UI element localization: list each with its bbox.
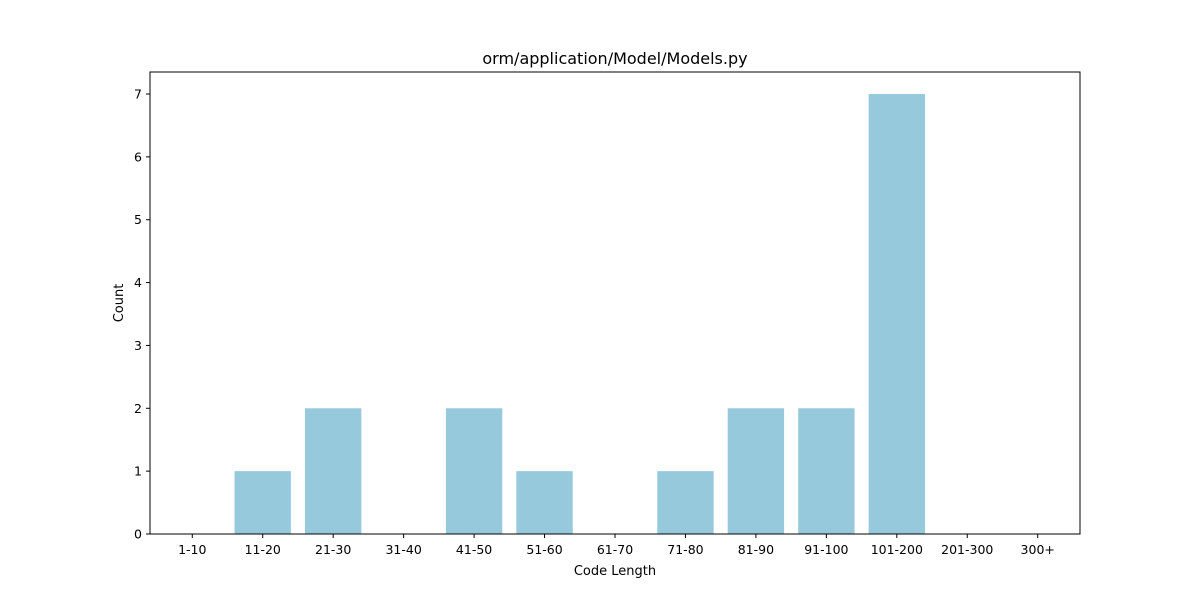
x-tick-label: 1-10 [178,542,206,557]
x-tick-label: 11-20 [245,542,281,557]
y-axis-ticks: 0 1 2 3 4 5 6 7 [134,87,150,542]
y-tick-label: 3 [134,338,142,353]
bars-layer [234,94,925,534]
x-tick-label: 101-200 [871,542,923,557]
bar-51-60 [516,471,573,534]
x-tick-label: 201-300 [941,542,993,557]
x-tick-label: 21-30 [315,542,351,557]
y-tick-label: 7 [134,87,142,102]
y-tick-label: 6 [134,149,142,164]
plot-frame [149,71,1081,535]
bar-91-100 [798,408,855,534]
x-tick-label: 61-70 [597,542,633,557]
y-tick-label: 2 [134,401,142,416]
bar-11-20 [234,471,291,534]
x-tick-label: 51-60 [526,542,562,557]
y-tick-label: 5 [134,212,142,227]
bar-41-50 [445,408,503,534]
x-tick-label: 71-80 [667,542,703,557]
x-tick-label: 81-90 [738,542,774,557]
x-axis-label: Code Length [574,564,656,579]
x-axis-ticks: 1-10 11-20 21-30 31-40 41-50 51-60 61-70 71-80 8… [178,534,1055,557]
y-tick-label: 0 [134,527,142,542]
x-tick-label: 91-100 [804,542,848,557]
chart-title: orm/application/Model/Models.py [482,49,747,68]
bar-101-200 [868,94,925,534]
y-tick-label: 4 [134,275,142,290]
bar-81-90 [727,408,785,534]
y-tick-label: 1 [134,464,142,479]
y-axis-label: Count [112,284,127,323]
bar-71-80 [657,471,714,534]
x-tick-label: 300+ [1021,542,1055,557]
bar-21-30 [305,408,362,534]
x-tick-label: 41-50 [456,542,492,557]
x-tick-label: 31-40 [385,542,421,557]
